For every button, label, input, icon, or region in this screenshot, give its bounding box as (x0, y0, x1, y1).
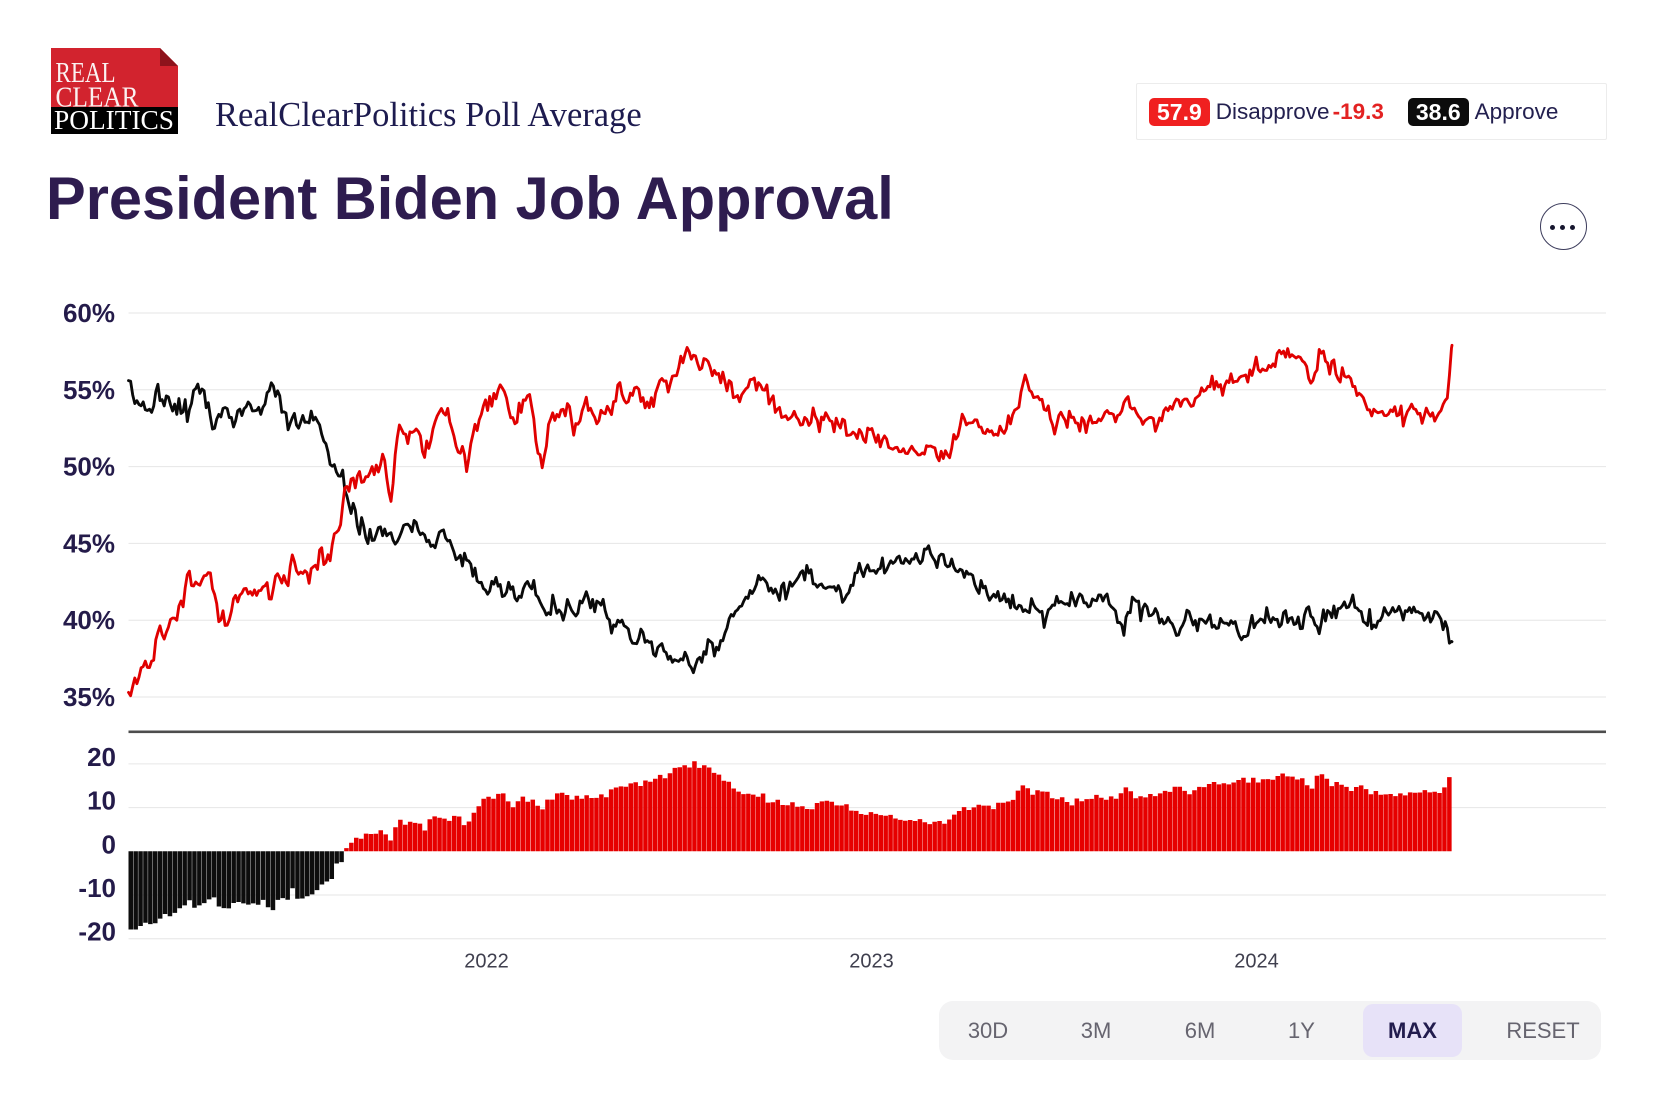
svg-text:40%: 40% (63, 605, 115, 635)
svg-text:20: 20 (87, 742, 116, 772)
svg-text:2022: 2022 (464, 951, 509, 973)
svg-text:2024: 2024 (1234, 951, 1279, 973)
svg-text:POLITICS: POLITICS (54, 105, 174, 134)
svg-text:60%: 60% (63, 298, 115, 328)
svg-text:55%: 55% (63, 375, 115, 405)
svg-text:35%: 35% (63, 682, 115, 712)
svg-text:45%: 45% (63, 528, 115, 558)
svg-text:CLEAR: CLEAR (56, 83, 139, 114)
svg-text:REAL: REAL (56, 58, 116, 89)
svg-text:50%: 50% (63, 452, 115, 482)
svg-text:2023: 2023 (849, 951, 894, 973)
svg-text:0: 0 (102, 829, 116, 859)
svg-text:-20: -20 (78, 917, 116, 947)
svg-text:-10: -10 (78, 873, 116, 903)
svg-text:10: 10 (87, 786, 116, 816)
